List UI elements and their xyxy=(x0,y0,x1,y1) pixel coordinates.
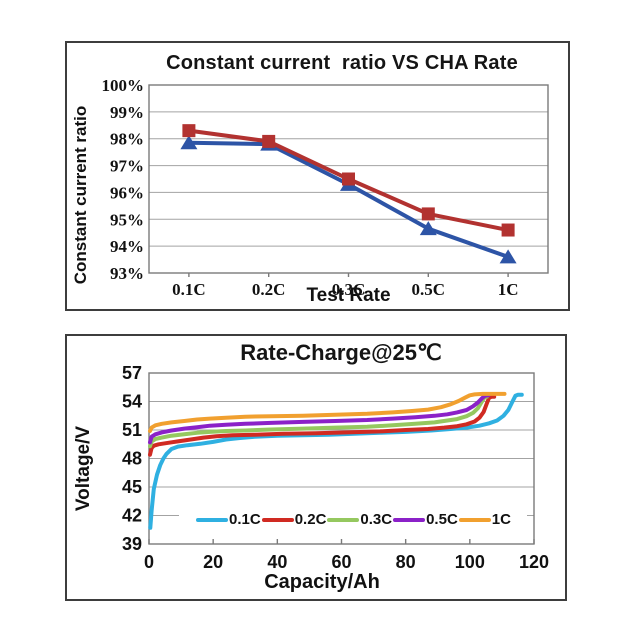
chart1-plot-area: 100% 99% 98% 97% 96% 95% 94% 93% 0.1C 0.2C 0.3C 0.5… xyxy=(102,76,549,299)
chart1-x-axis-title: Test Rate xyxy=(306,285,391,306)
y-tick-label: 39 xyxy=(122,534,142,554)
x-tick-label: 120 xyxy=(519,552,549,572)
y-tick-label: 93% xyxy=(110,264,144,283)
legend-label: 0.3C xyxy=(360,511,393,528)
series-0.2C-line xyxy=(148,394,497,457)
triangle-marker xyxy=(180,135,198,150)
square-marker xyxy=(342,172,355,186)
y-tick-label: 98% xyxy=(110,130,144,149)
triangle-marker xyxy=(419,221,437,236)
square-marker xyxy=(501,223,515,237)
legend-label: 1C xyxy=(491,511,511,528)
y-tick-label: 100% xyxy=(102,76,145,95)
y-tick-label: 95% xyxy=(110,210,144,229)
chart-panel-constant-current-ratio: Constant current ratio VS CHA Rate Const… xyxy=(65,41,570,311)
y-tick-label: 57 xyxy=(122,363,142,383)
y-tick-label: 48 xyxy=(122,449,142,469)
x-tick-label: 0.3C xyxy=(332,280,366,299)
chart2-plot-area: 57 54 51 48 45 42 390 20 40 60 80 100 120 xyxy=(122,363,549,572)
legend-swatch-0.3C xyxy=(327,517,360,522)
x-tick-label: 40 xyxy=(267,552,287,572)
series-0.3C-line xyxy=(148,394,489,449)
chart2-legend: 0.1C 0.2C 0.3C 0.5C 1C xyxy=(179,503,527,536)
y-tick-label: 45 xyxy=(122,477,142,497)
chart1-title: Constant current ratio VS CHA Rate xyxy=(166,52,518,74)
legend-item-0.3C: 0.3C xyxy=(326,511,392,528)
series-0.5C-line xyxy=(148,393,491,445)
series-1C-line xyxy=(148,391,507,433)
x-tick-label: 80 xyxy=(396,552,416,572)
legend-swatch-0.2C xyxy=(261,517,294,522)
x-tick-label: 0.5C xyxy=(412,280,446,299)
y-tick-label: 54 xyxy=(122,392,142,412)
legend-swatch-0.1C xyxy=(196,517,229,522)
chart-panel-rate-charge: Rate-Charge@25℃ Voltage/V 57 54 51 48 45 42 39… xyxy=(65,334,567,601)
square-marker xyxy=(421,207,435,221)
legend-label: 0.1C xyxy=(229,511,261,528)
chart2-x-axis-title: Capacity/Ah xyxy=(264,571,380,593)
y-tick-label: 99% xyxy=(110,103,144,122)
legend-item-0.1C: 0.1C xyxy=(195,511,261,528)
x-tick-label: 0 xyxy=(144,552,154,572)
square-marker xyxy=(262,134,276,148)
x-tick-label: 20 xyxy=(203,552,223,572)
legend-item-0.5C: 0.5C xyxy=(392,511,458,528)
legend-swatch-1C xyxy=(458,517,491,522)
y-tick-label: 96% xyxy=(110,183,144,202)
legend-item-0.2C: 0.2C xyxy=(261,511,327,528)
y-tick-label: 97% xyxy=(110,157,144,176)
legend-label: 0.5C xyxy=(426,511,458,528)
x-tick-label: 0.2C xyxy=(252,280,286,299)
square-marker xyxy=(182,124,196,138)
legend-label: 0.2C xyxy=(294,511,327,528)
chart2-title: Rate-Charge@25℃ xyxy=(240,340,442,365)
x-tick-label: 60 xyxy=(331,552,351,572)
x-tick-label: 100 xyxy=(455,552,485,572)
y-tick-label: 42 xyxy=(122,506,142,526)
x-tick-label: 1C xyxy=(498,280,519,299)
y-tick-label: 51 xyxy=(122,420,142,440)
triangle-marker xyxy=(499,249,517,264)
legend-item-1C: 1C xyxy=(458,511,511,528)
blue-triangle-series-line xyxy=(186,140,511,259)
y-tick-label: 94% xyxy=(110,237,144,256)
x-tick-label: 0.1C xyxy=(172,280,206,299)
legend-swatch-0.5C xyxy=(393,517,426,522)
